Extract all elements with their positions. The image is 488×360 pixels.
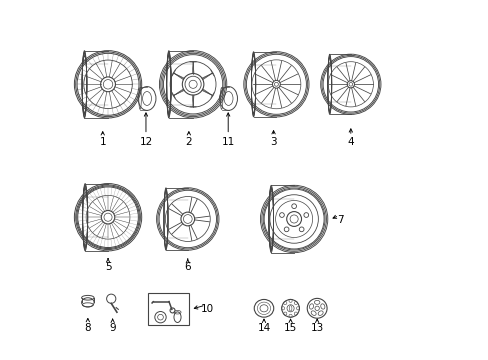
Bar: [147, 293, 188, 325]
Text: 15: 15: [284, 323, 297, 333]
Text: 3: 3: [270, 137, 276, 147]
Text: 8: 8: [84, 323, 91, 333]
Text: 4: 4: [347, 137, 353, 147]
Text: 13: 13: [310, 323, 323, 333]
Text: 2: 2: [185, 137, 192, 147]
Text: 11: 11: [221, 137, 234, 147]
Text: 1: 1: [99, 137, 106, 147]
Text: 5: 5: [104, 262, 111, 272]
Text: 14: 14: [257, 323, 270, 333]
Text: 6: 6: [184, 262, 191, 272]
Text: 10: 10: [200, 304, 213, 314]
Text: 9: 9: [109, 323, 116, 333]
Text: 7: 7: [336, 215, 343, 225]
Text: 12: 12: [139, 137, 152, 147]
